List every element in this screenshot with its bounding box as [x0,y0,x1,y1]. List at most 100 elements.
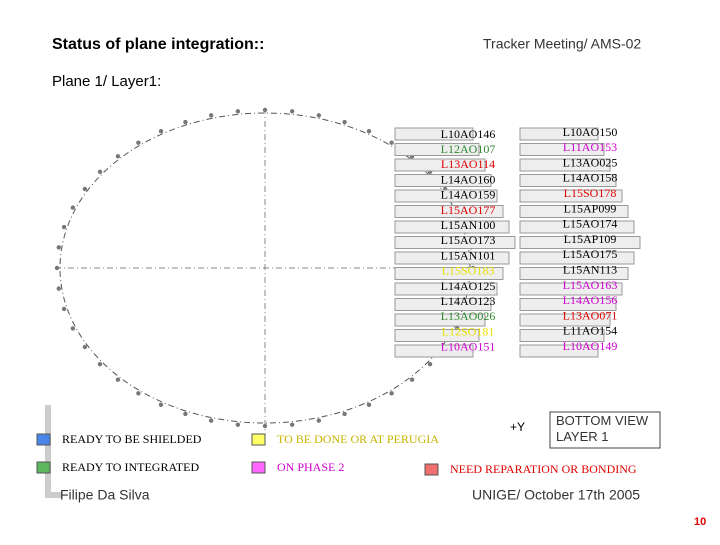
ladder-label: L12SO181 [442,324,495,338]
ladder-label: L14AO125 [441,279,496,293]
ladder [519,205,629,218]
ladder-label: L10AO151 [441,340,496,354]
bolt-hole [56,286,61,291]
legend-label: READY TO BE SHIELDED [62,432,202,446]
ladder-label: L11AO154 [563,324,617,338]
bolt-hole [97,361,103,367]
ladder [519,251,635,265]
ladder [519,174,617,187]
bolt-hole [61,306,67,312]
bolt-hole [342,411,347,417]
ladder-label: L15AO163 [563,278,618,292]
ladder [394,298,492,311]
ladder-label: L15AN113 [563,262,617,276]
ladder [519,344,599,358]
bolt-hole [366,128,372,134]
page-number: 10 [694,516,706,528]
ladder-label: L14AO156 [563,293,618,307]
bolt-hole [115,154,121,159]
ladder [394,329,480,342]
view-box [549,411,661,449]
legend-label: ON PHASE 2 [277,460,344,474]
ladder [519,158,611,172]
axis-label: +Y [510,420,525,434]
ladder [519,282,623,296]
meeting: Tracker Meeting/ AMS-02 [483,36,641,52]
ladder [394,158,486,172]
legend-swatch [251,433,266,446]
bolt-hole [70,205,76,210]
ladder [394,236,516,249]
bolt-hole [136,140,141,145]
ladder-label: L15AP109 [564,232,617,246]
bolt-hole [70,326,76,331]
ladder-label: L15AN100 [441,218,496,232]
title: Status of plane integration:: [52,36,264,53]
ladder [519,127,599,141]
bolt-hole [316,113,322,118]
bolt-hole [136,391,141,396]
ladder [519,298,617,311]
bolt-hole [56,245,61,250]
bolt-hole [289,422,295,427]
bolt-hole [235,109,241,114]
bolt-hole [409,377,415,382]
legend-swatch [424,463,439,476]
bracket [45,405,62,498]
ladder [394,344,474,358]
ladder [519,313,611,327]
bolt-hole [158,402,164,408]
ladder-label: L13AO114 [441,157,495,171]
view-label: BOTTOM VIEW LAYER 1 [556,413,649,444]
ladder-label: L10AO146 [441,127,496,141]
bolt-hole [54,265,60,271]
bolt-hole [208,418,214,423]
ladder-label: L13AO026 [441,309,496,323]
bolt-hole [262,423,268,429]
ladder [394,282,498,296]
bolt-hole [82,186,88,192]
bolt-hole [389,140,394,145]
ladder [519,189,623,203]
bolt-hole [316,418,322,423]
ladder-label: L10AO149 [563,339,618,353]
ladder-label: L15AO177 [441,203,496,217]
ladder-label: L14AO159 [441,188,496,202]
ladder-label: L15AN101 [441,248,496,262]
ladder-label: L15AO175 [563,247,618,261]
bolt-hole [289,109,295,114]
ladder [519,236,641,249]
legend-swatch [36,433,51,446]
venue: UNIGE/ October 17th 2005 [472,487,640,503]
bolt-hole [115,377,121,382]
ladder-label: L14AO158 [563,171,618,185]
ladder [394,205,504,218]
ladder-label: L13AO025 [563,155,618,169]
ladder [394,143,480,156]
ladder [519,329,605,342]
bolt-hole [389,391,394,396]
legend-swatch [36,461,51,474]
plane-drawing [54,107,661,449]
bolt-hole [158,128,164,134]
ladder-label: L12AO107 [441,142,496,156]
bolt-hole [61,224,67,230]
bolt-hole [262,107,268,113]
bolt-hole [183,411,188,417]
ladder-label: L14AO160 [441,172,496,186]
author: Filipe Da Silva [60,487,150,503]
ladder [394,220,510,234]
ladder [394,267,504,280]
ladder [519,267,629,280]
ladder-label: L14AO123 [441,294,496,308]
legend-swatch [251,461,266,474]
bolt-hole [366,402,372,408]
bolt-hole [208,113,214,118]
bolt-hole [183,119,188,125]
ladder-label: L15SO183 [442,264,495,278]
legend-label: READY TO INTEGRATED [62,460,199,474]
ladder [394,251,510,265]
bolt-hole [342,119,347,125]
bolt-hole [427,361,433,367]
